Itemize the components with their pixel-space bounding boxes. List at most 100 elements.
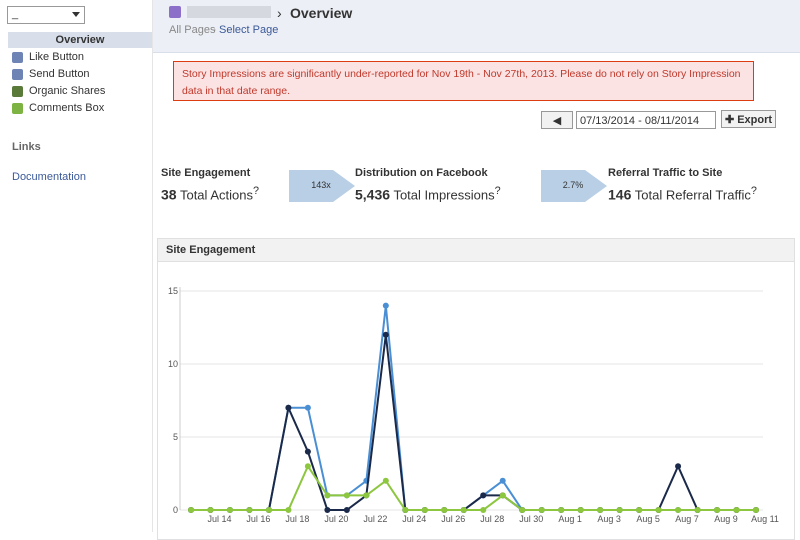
point — [382, 302, 389, 309]
nav-text: Organic Shares — [29, 85, 106, 97]
nav-text: Like Button — [29, 51, 85, 63]
x-tick-label: Jul 30 — [519, 514, 543, 524]
y-tick-label: 15 — [168, 286, 178, 296]
metric-title: Referral Traffic to Site — [608, 167, 723, 179]
nav-item[interactable]: Overview — [8, 32, 152, 48]
x-tick-label: Jul 16 — [246, 514, 270, 524]
metric-value: 38 — [161, 186, 177, 203]
point — [519, 507, 526, 513]
header: › Overview All Pages · Select Page — [153, 0, 800, 53]
point — [343, 507, 350, 513]
point — [363, 492, 370, 499]
point — [343, 492, 350, 499]
x-tick-label: Aug 5 — [636, 514, 660, 524]
y-tick-label: 5 — [173, 432, 178, 442]
chart-panel: Site Engagement 0 5 10 15 Jul 14 Jul 16 Jul 18… — [157, 238, 795, 540]
ratio-arrow: 2.7% — [541, 170, 607, 202]
point — [265, 507, 272, 513]
date-range[interactable]: 07/13/2014 - 08/11/2014 — [576, 111, 716, 129]
metric-value: 5,436 — [355, 186, 391, 203]
x-tick-label: Jul 22 — [363, 514, 387, 524]
point — [246, 507, 253, 513]
sidebar: _ Overview Like Button Send Button Organ… — [0, 0, 153, 532]
x-tick-label: Jul 14 — [207, 514, 231, 524]
point — [285, 404, 292, 411]
point — [285, 507, 292, 513]
point — [402, 507, 409, 513]
point — [714, 507, 721, 513]
point — [188, 507, 194, 513]
point — [499, 477, 506, 484]
main: › Overview All Pages · Select Page Story… — [153, 0, 800, 540]
page-select[interactable]: _ — [7, 6, 85, 24]
links-title: Links — [12, 141, 41, 153]
alert: Story Impressions are significantly unde… — [173, 61, 754, 101]
point — [597, 507, 604, 513]
nav-text: Comments Box — [29, 102, 105, 114]
point — [636, 507, 643, 513]
point — [694, 507, 701, 513]
point — [655, 507, 662, 513]
point — [382, 477, 389, 484]
point — [382, 331, 389, 338]
chart: 0 5 10 15 Jul 14 Jul 16 Jul 18 Jul 20 Jul 22 Jul … — [168, 286, 779, 524]
x-tick-label: Jul 20 — [324, 514, 348, 524]
metric-label: Total Actions — [179, 187, 253, 203]
y-tick-label: 0 — [173, 505, 178, 515]
nav-item[interactable]: Organic Shares — [8, 83, 152, 99]
x-tick-label: Jul 28 — [480, 514, 504, 524]
export-button[interactable]: ✚ Export — [721, 110, 776, 128]
series-line — [191, 334, 756, 511]
point — [304, 448, 311, 455]
nav-item[interactable]: Like Button — [8, 49, 152, 65]
point — [675, 507, 682, 513]
prev-button[interactable]: ◀ — [541, 111, 573, 129]
point — [675, 463, 682, 470]
ratio: 143x — [311, 180, 331, 190]
breadcrumb[interactable]: All Pages — [169, 24, 216, 36]
ratio: 2.7% — [563, 180, 584, 190]
point — [304, 404, 311, 411]
metric-value: 146 — [608, 186, 632, 203]
metric: Site Engagement 38 Total Actions? — [161, 167, 259, 203]
nav-item[interactable]: Send Button — [8, 66, 152, 82]
point — [733, 507, 740, 513]
point — [538, 507, 545, 513]
ratio-arrow: 143x — [289, 170, 355, 202]
point — [499, 492, 506, 499]
point — [226, 507, 233, 513]
metric: Distribution on Facebook 5,436 Total Impr… — [355, 167, 501, 203]
metric: Referral Traffic to Site 146 Total Referr… — [608, 167, 757, 203]
point — [421, 507, 428, 513]
metric-label: Total Impressions — [393, 187, 495, 203]
x-tick-label: Jul 24 — [402, 514, 426, 524]
point — [616, 507, 623, 513]
point — [753, 507, 759, 513]
y-tick-label: 10 — [168, 359, 178, 369]
chart-title: Site Engagement — [158, 239, 794, 262]
x-tick-label: Aug 9 — [714, 514, 738, 524]
x-tick-label: Jul 26 — [441, 514, 465, 524]
metric-label: Total Referral Traffic — [634, 187, 751, 203]
metric-title: Site Engagement — [161, 167, 251, 179]
series-line — [191, 464, 756, 511]
x-tick-label: Jul 18 — [285, 514, 309, 524]
nav-item[interactable]: Comments Box — [8, 100, 152, 116]
point — [324, 507, 331, 513]
point — [558, 507, 565, 513]
point — [480, 492, 487, 499]
point — [441, 507, 448, 513]
link[interactable]: Documentation — [12, 171, 86, 183]
select-text: _ — [12, 8, 19, 20]
point — [577, 507, 584, 513]
x-tick-label: Aug 1 — [558, 514, 582, 524]
x-tick-label: Aug 7 — [675, 514, 699, 524]
point — [480, 507, 487, 513]
page-title: Overview — [290, 5, 353, 21]
export-text: Export — [737, 114, 773, 126]
point — [324, 492, 331, 499]
point — [207, 507, 214, 513]
breadcrumb[interactable]: Select Page — [219, 24, 279, 36]
point — [304, 463, 311, 470]
